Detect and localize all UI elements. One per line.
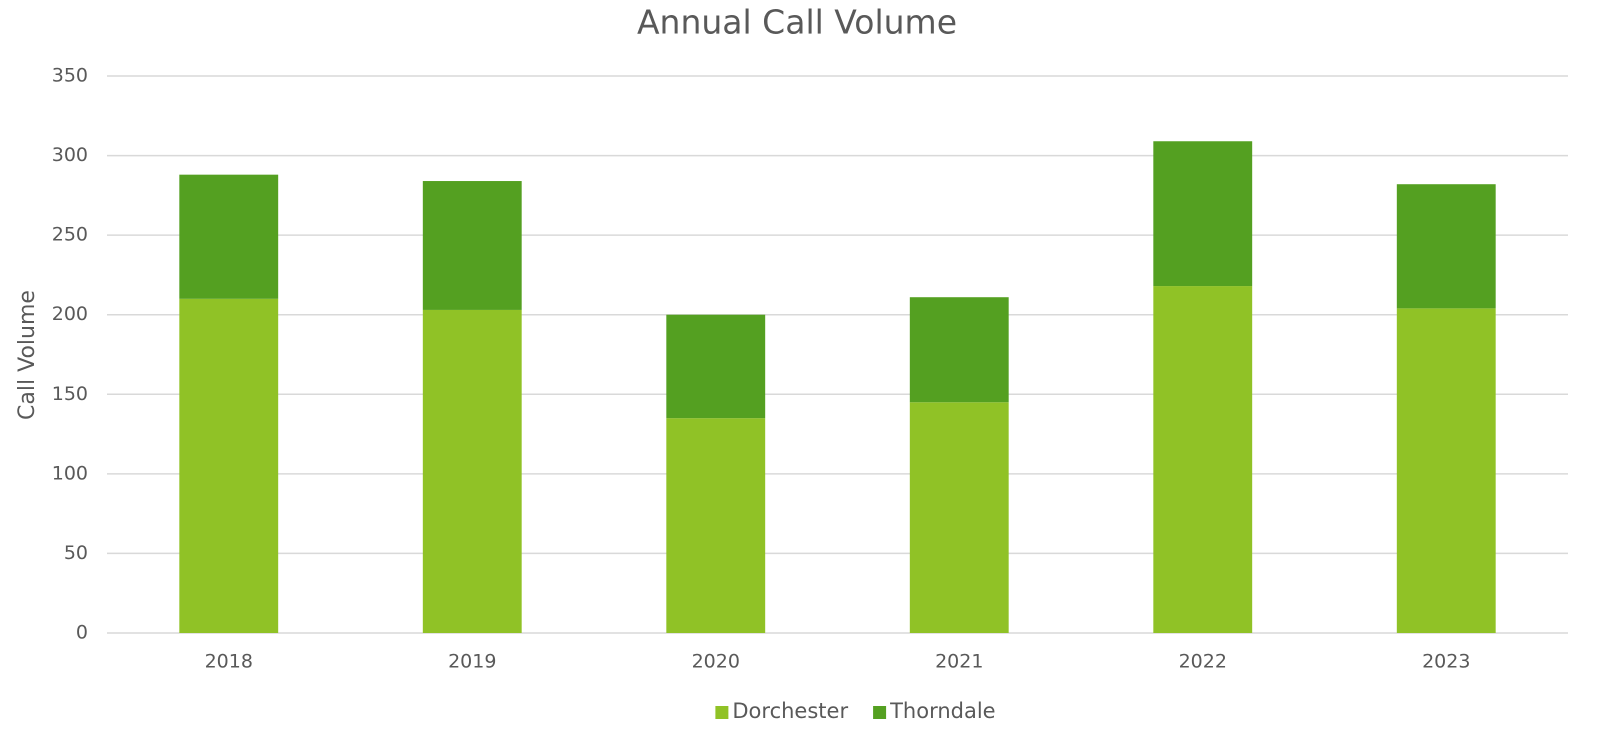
legend-label: Dorchester (732, 699, 848, 723)
y-axis-label: Call Volume (15, 290, 40, 420)
y-tick-label: 0 (76, 622, 88, 644)
bar-segment (1396, 184, 1496, 309)
bar-segment (666, 418, 766, 633)
bar-segment (909, 297, 1009, 403)
y-tick-label: 200 (52, 303, 88, 325)
legend-label: Thorndale (889, 699, 996, 723)
x-tick-label: 2022 (1179, 651, 1227, 673)
y-tick-label: 250 (52, 224, 88, 246)
x-tick-label: 2023 (1422, 651, 1470, 673)
bar-segment (179, 174, 279, 299)
x-tick-label: 2018 (205, 651, 253, 673)
legend-swatch (873, 706, 887, 719)
bar-segment (1153, 286, 1253, 633)
bar-segment (422, 181, 522, 310)
legend-swatch (715, 706, 729, 719)
y-tick-label: 50 (64, 542, 88, 564)
y-tick-label: 350 (52, 65, 88, 87)
chart-title: Annual Call Volume (637, 3, 957, 42)
y-tick-label: 150 (52, 383, 88, 405)
x-tick-label: 2019 (448, 651, 496, 673)
x-tick-label: 2020 (692, 651, 740, 673)
x-tick-label: 2021 (935, 651, 983, 673)
y-tick-label: 300 (52, 144, 88, 166)
bar-segment (422, 309, 522, 633)
bar-segment (1396, 308, 1496, 633)
bar-segment (909, 402, 1009, 633)
bar-segment (1153, 141, 1253, 287)
bar-segment (179, 298, 279, 633)
y-tick-label: 100 (52, 462, 88, 484)
bar-segment (666, 314, 766, 419)
